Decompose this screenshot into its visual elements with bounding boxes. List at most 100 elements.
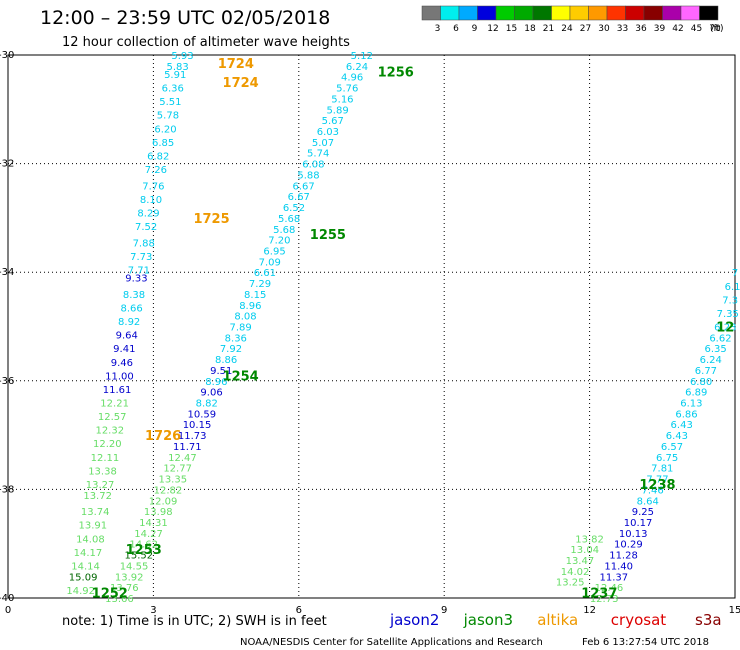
scale-swatch bbox=[551, 5, 571, 21]
footer-credit: NOAA/NESDIS Center for Satellite Applica… bbox=[240, 637, 543, 648]
swh-value: 13.35 bbox=[158, 475, 187, 486]
page-subtitle: 12 hour collection of altimeter wave hei… bbox=[62, 35, 350, 50]
swh-value: 5.67 bbox=[322, 116, 344, 127]
scale-swatch bbox=[662, 5, 682, 21]
swh-value: 13.74 bbox=[81, 507, 110, 518]
swh-value: 14.02 bbox=[561, 567, 590, 578]
swh-value: 6.82 bbox=[147, 151, 169, 162]
scale-label: 6 bbox=[453, 24, 459, 34]
swh-value: 6.86 bbox=[675, 409, 697, 420]
x-tick-label: 9 bbox=[441, 605, 447, 616]
swh-value: 12.46 bbox=[595, 583, 624, 594]
scale-label: 18 bbox=[524, 24, 536, 34]
swh-value: 7.46 bbox=[641, 485, 663, 496]
swh-value: 6.36 bbox=[162, 84, 184, 95]
scale-label: 9 bbox=[472, 24, 478, 34]
swh-value: 12.21 bbox=[100, 399, 129, 410]
satellite-altika: altika bbox=[537, 611, 578, 629]
swh-value: 12.47 bbox=[168, 453, 197, 464]
swh-value: 8.66 bbox=[120, 303, 142, 314]
swh-value: 8.29 bbox=[137, 208, 159, 219]
swh-value: 7.09 bbox=[259, 257, 281, 268]
swh-value: 12.32 bbox=[95, 426, 124, 437]
footer-timestamp: Feb 6 13:27:54 UTC 2018 bbox=[582, 637, 709, 648]
swh-value: 14.27 bbox=[134, 529, 163, 540]
swh-value: 10.29 bbox=[614, 540, 643, 551]
swh-value: 6.57 bbox=[661, 442, 683, 453]
swh-values: 5.935.835.91 6.36 5.51 5.78 6.20 6.85 6.82 7.26… bbox=[66, 51, 740, 605]
pass-number: 1237 bbox=[581, 587, 617, 602]
swh-value: 7.3 bbox=[722, 295, 738, 306]
scale-swatch bbox=[680, 5, 700, 21]
satellite-cryosat: cryosat bbox=[611, 611, 666, 629]
plot-area: 0 3 6 9 12 15 -30 -32 -34 -36 -38 -40 5.935.835.91 6… bbox=[0, 50, 740, 616]
swh-value: 14.92 bbox=[66, 586, 95, 597]
scale-label: 45 bbox=[691, 24, 702, 34]
swh-value: 7 bbox=[732, 268, 738, 279]
swh-value: 6.24 bbox=[346, 62, 368, 73]
scale-swatch bbox=[421, 5, 441, 21]
swh-value: 6.35 bbox=[704, 344, 726, 355]
swh-value: 5.12 bbox=[351, 51, 373, 62]
x-tick-label: 3 bbox=[150, 605, 156, 616]
axis-ticks: 0 3 6 9 12 15 -30 -32 -34 -36 -38 -40 bbox=[0, 50, 740, 616]
swh-value: 7.88 bbox=[133, 238, 155, 249]
swh-value: 12.11 bbox=[91, 453, 120, 464]
swh-value: 6.95 bbox=[263, 246, 285, 257]
swh-value: 9.51 bbox=[210, 366, 232, 377]
swh-value: 4.96 bbox=[341, 73, 363, 84]
swh-value: 6.85 bbox=[152, 138, 174, 149]
swh-value: 11.71 bbox=[173, 442, 202, 453]
swh-value: 13.91 bbox=[78, 521, 107, 532]
scale-swatch bbox=[588, 5, 608, 21]
swh-value: 6.67 bbox=[288, 192, 310, 203]
swh-value: 10.17 bbox=[624, 518, 653, 529]
swh-value: 13.38 bbox=[88, 466, 117, 477]
swh-value: 7.73 bbox=[130, 252, 152, 263]
swh-value: 5.07 bbox=[312, 138, 334, 149]
y-tick-label: -40 bbox=[0, 593, 14, 604]
swh-value: 11.37 bbox=[600, 572, 629, 583]
pass-number: 1238 bbox=[639, 478, 675, 493]
swh-value: 7.26 bbox=[145, 165, 167, 176]
plot-frame bbox=[7, 54, 736, 599]
swh-value: 5.74 bbox=[307, 149, 329, 160]
swh-value: 6.1 bbox=[725, 282, 740, 293]
swh-value: 6.20 bbox=[154, 124, 176, 135]
scale-label: 24 bbox=[561, 24, 573, 34]
swh-value: 6.52 bbox=[283, 203, 305, 214]
swh-value: 9.25 bbox=[632, 507, 654, 518]
swh-value: 12.77 bbox=[163, 464, 192, 475]
swh-value: 11.73 bbox=[178, 431, 207, 442]
scale-unit: (ft) bbox=[710, 24, 724, 34]
x-tick-label: 12 bbox=[583, 605, 596, 616]
y-tick-label: -32 bbox=[0, 159, 14, 170]
swh-value: 8.92 bbox=[118, 317, 140, 328]
scale-swatch bbox=[440, 5, 460, 21]
swh-value: 6.77 bbox=[695, 366, 717, 377]
swh-value: 14.17 bbox=[74, 548, 103, 559]
swh-value: 12.82 bbox=[154, 485, 183, 496]
swh-value: 13.66 bbox=[105, 594, 134, 605]
swh-value: 11.40 bbox=[604, 561, 633, 572]
pass-number: 1725 bbox=[193, 212, 229, 227]
swh-value: 13.82 bbox=[575, 534, 604, 545]
color-scale-legend: 3 6 9 12 15 18 21 24 27 30 33 36 39 42 45 70(ft) bbox=[421, 5, 724, 34]
swh-value: 13.98 bbox=[144, 507, 173, 518]
swh-value: 15.09 bbox=[69, 572, 98, 583]
swh-value: 6.43 bbox=[666, 431, 688, 442]
scale-swatch bbox=[643, 5, 663, 21]
swh-value: 6.24 bbox=[700, 355, 722, 366]
swh-value: 6.43 bbox=[671, 420, 693, 431]
swh-value: 7.35 bbox=[717, 309, 739, 320]
scale-swatch bbox=[625, 5, 645, 21]
swh-value: 11.28 bbox=[609, 551, 638, 562]
pass-number: 12 bbox=[716, 321, 734, 336]
y-tick-label: -36 bbox=[0, 376, 14, 387]
swh-value: 9.33 bbox=[125, 274, 147, 285]
scale-swatch bbox=[514, 5, 534, 21]
x-tick-label: 6 bbox=[296, 605, 302, 616]
swh-value: 5.93 bbox=[171, 51, 193, 62]
swh-value: 8.96 bbox=[205, 377, 227, 388]
swh-value: 7.89 bbox=[230, 323, 252, 334]
